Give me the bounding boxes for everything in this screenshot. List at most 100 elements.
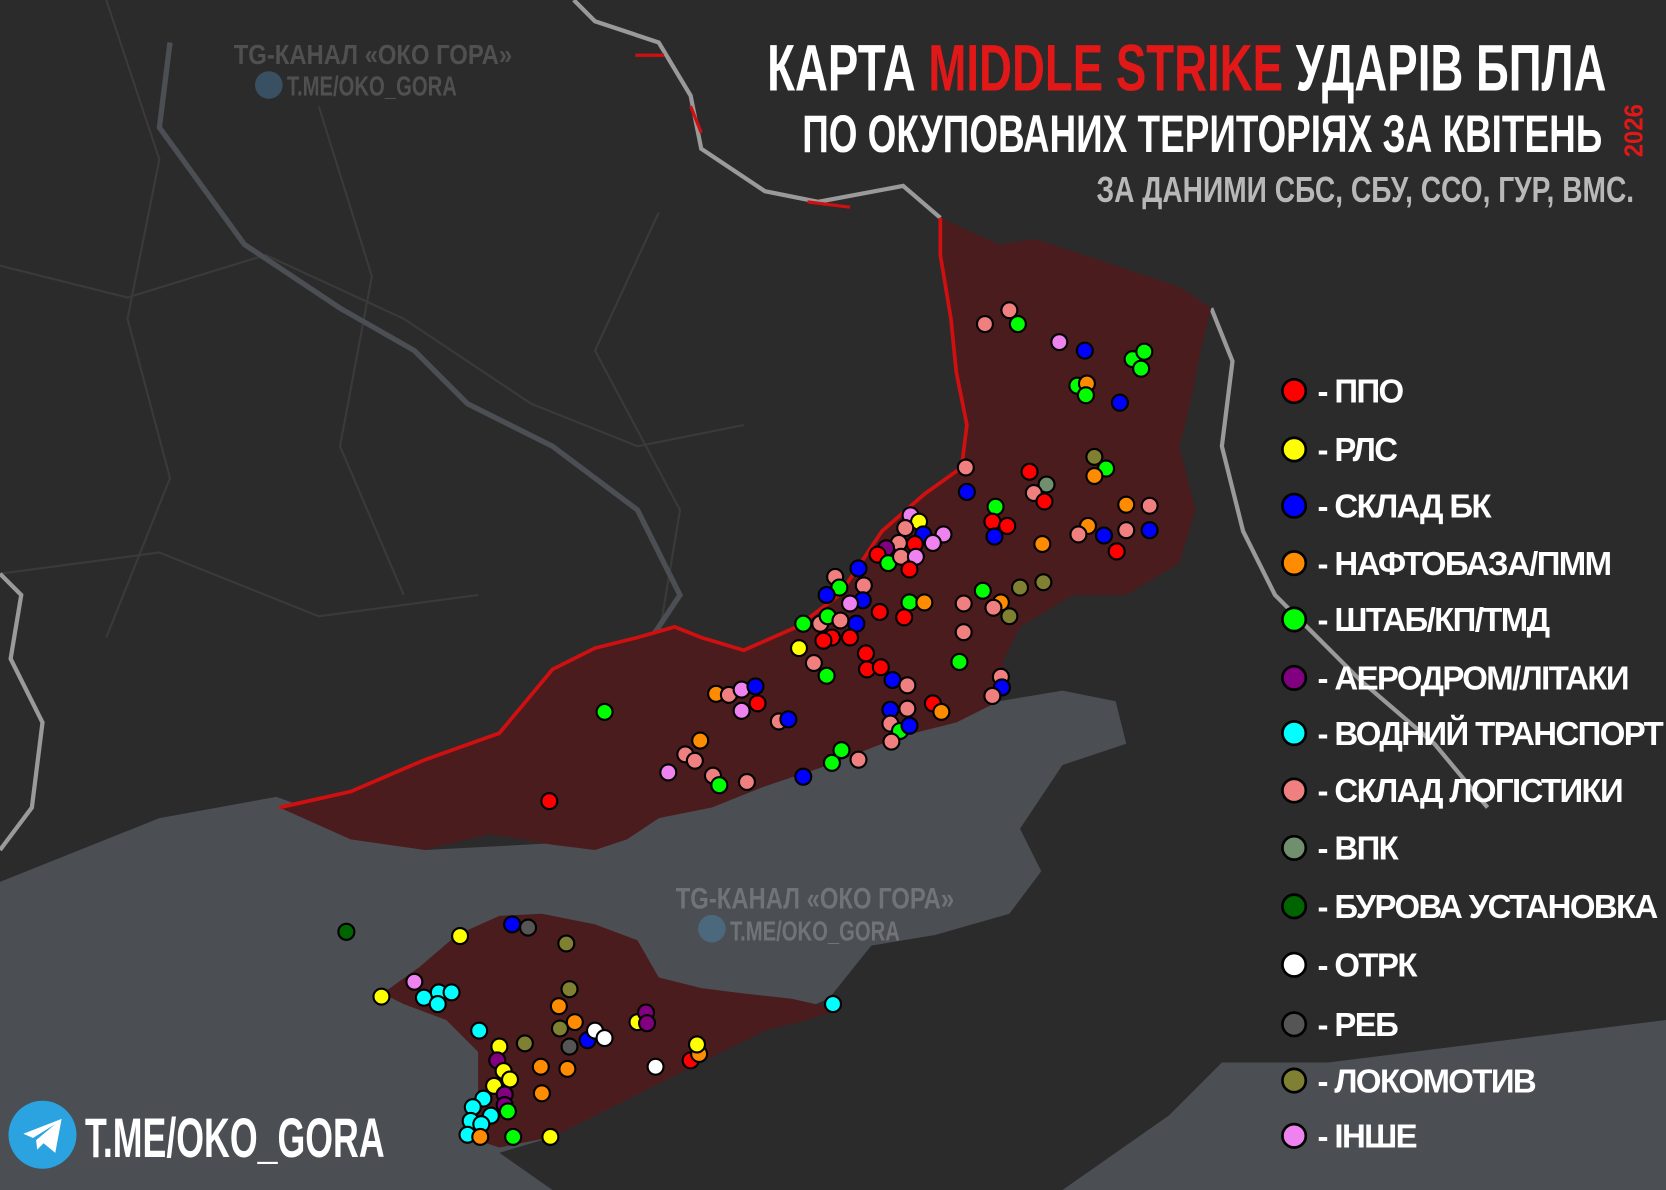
state-border — [0, 0, 1490, 852]
strike-marker — [451, 927, 470, 946]
strike-marker — [1110, 393, 1129, 412]
strike-marker — [870, 602, 889, 622]
strike-marker — [794, 767, 813, 786]
strike-marker — [1085, 447, 1104, 466]
strike-marker — [900, 716, 919, 735]
strike-marker — [832, 741, 851, 760]
strike-marker — [498, 1102, 517, 1121]
strike-marker — [560, 1037, 579, 1056]
legend-swatch — [1281, 606, 1308, 633]
strike-marker — [470, 1021, 489, 1040]
strike-marker — [1117, 495, 1136, 514]
strike-marker — [814, 631, 833, 650]
strike-marker — [804, 653, 823, 673]
strike-marker — [822, 753, 841, 772]
strike-marker — [1035, 492, 1054, 511]
legend-label: - БУРОВА УСТАНОВКА — [1318, 888, 1658, 925]
legend-swatch — [1281, 377, 1308, 405]
watermark: TG-КАНАЛ «ОКО ГОРА» T.ME/OKO_GORA — [234, 39, 512, 102]
strike-marker — [659, 763, 678, 782]
strike-marker — [895, 608, 914, 627]
strike-markers — [337, 301, 1159, 1146]
strike-marker — [849, 559, 868, 578]
strike-marker — [685, 751, 704, 770]
legend-swatch — [1281, 951, 1308, 978]
legend-swatch — [1281, 1011, 1308, 1038]
strike-marker — [1094, 526, 1113, 545]
legend: - ППО - РЛС - СКЛАД БК - НАФТОБАЗА/ПММ - ШТА… — [1281, 373, 1665, 1155]
legend-swatch — [1281, 436, 1308, 463]
legend-swatch — [1281, 550, 1308, 577]
legend-label: - СКЛАД БК — [1318, 487, 1493, 524]
strike-marker — [985, 527, 1004, 546]
strike-marker — [1000, 607, 1019, 626]
strike-marker — [1075, 341, 1094, 360]
watermark-link: T.ME/OKO_GORA — [287, 71, 457, 102]
region-lines — [0, 0, 744, 638]
watermark-icon — [698, 914, 726, 943]
legend-label: - ЛОКОМОТИВ — [1318, 1062, 1536, 1099]
strike-marker — [915, 593, 934, 612]
strike-marker — [541, 1127, 560, 1146]
title-highlight: MIDDLE STRIKE — [928, 30, 1283, 104]
strike-marker — [1008, 315, 1027, 334]
strike-marker — [540, 792, 559, 811]
watermark-channel: TG-КАНАЛ «ОКО ГОРА» — [234, 39, 512, 70]
strike-marker — [519, 918, 538, 937]
strike-marker — [558, 1059, 577, 1078]
title-suffix: УДАРІВ БПЛА — [1296, 30, 1607, 104]
strike-marker — [956, 458, 975, 477]
legend-swatch — [1281, 893, 1308, 920]
strike-marker — [1010, 578, 1030, 597]
strike-marker — [900, 560, 919, 579]
telegram-plane — [23, 1118, 62, 1153]
strike-marker — [779, 710, 798, 729]
strike-marker — [737, 772, 756, 792]
strike-marker — [954, 623, 973, 642]
strike-marker — [503, 915, 522, 934]
title-line-1: КАРТА MIDDLE STRIKE УДАРІВ БПЛА — [767, 30, 1606, 104]
strike-marker — [557, 934, 576, 953]
strike-marker — [710, 776, 729, 795]
strike-marker — [500, 1070, 520, 1089]
legend-label: - РЕБ — [1318, 1006, 1399, 1043]
strike-marker — [882, 732, 901, 751]
strike-marker — [428, 995, 447, 1014]
occupied-territory — [279, 217, 1212, 850]
strike-marker — [871, 658, 890, 677]
watermark: TG-КАНАЛ «ОКО ГОРА» T.ME/OKO_GORA — [676, 882, 954, 946]
legend-label: - СКЛАД ЛОГІСТИКИ — [1318, 772, 1623, 809]
strike-marker — [691, 731, 710, 750]
strike-marker — [1076, 386, 1095, 405]
legend-label: - АЕРОДРОМ/ЛІТАКИ — [1318, 660, 1628, 697]
strike-marker — [983, 512, 1002, 531]
strike-marker — [1132, 359, 1151, 378]
strike-marker — [998, 516, 1017, 535]
strike-marker — [1117, 521, 1136, 540]
north-red-border — [635, 53, 851, 209]
strike-marker — [1034, 573, 1053, 592]
strike-marker — [817, 585, 836, 605]
watermark-icon — [255, 71, 283, 99]
strike-marker — [337, 922, 356, 941]
strike-marker — [595, 702, 614, 721]
watermark-link: T.ME/OKO_GORA — [730, 915, 900, 946]
strike-marker — [923, 533, 942, 552]
strike-marker — [550, 1019, 569, 1038]
strike-marker — [983, 686, 1002, 705]
front-line — [279, 217, 969, 810]
source-note: ЗА ДАНИМИ СБС, СБУ, ССО, ГУР, ВМС. — [1097, 169, 1635, 210]
legend-label: - ВОДНИЙ ТРАНСПОРТ — [1318, 714, 1664, 752]
strike-marker — [883, 670, 902, 690]
strike-marker — [595, 1029, 614, 1048]
strike-marker — [975, 315, 994, 334]
legend-swatch — [1281, 777, 1308, 804]
footer-link[interactable]: T.ME/OKO_GORA — [85, 1107, 385, 1169]
legend-label: - ОТРК — [1318, 946, 1419, 983]
strike-marker — [1085, 466, 1104, 486]
legend-label: - ППО — [1318, 373, 1404, 410]
legend-swatch — [1281, 834, 1308, 861]
footer: T.ME/OKO_GORA — [8, 1100, 385, 1169]
